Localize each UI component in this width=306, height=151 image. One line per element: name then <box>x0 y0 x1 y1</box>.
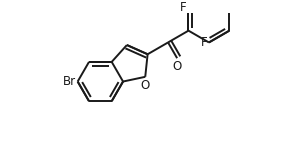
Text: O: O <box>141 79 150 92</box>
Text: F: F <box>180 1 187 14</box>
Text: F: F <box>200 36 207 49</box>
Text: Br: Br <box>63 75 76 88</box>
Text: O: O <box>173 60 182 73</box>
